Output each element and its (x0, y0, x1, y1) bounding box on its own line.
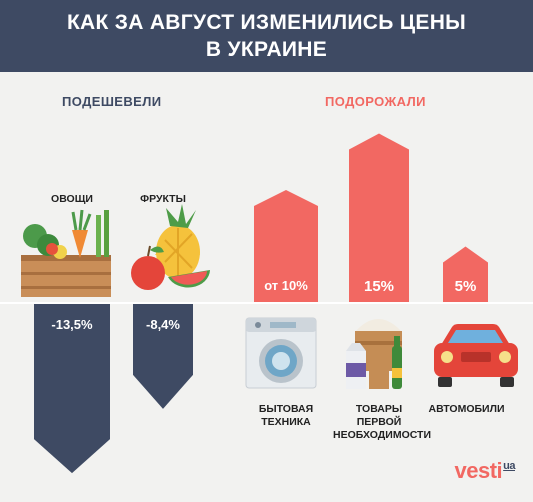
fruits-icon (131, 204, 210, 290)
value-label-2: от 10% (264, 278, 308, 293)
header-banner: КАК ЗА АВГУСТ ИЗМЕНИЛИСЬ ЦЕНЫ В УКРАИНЕ (0, 0, 533, 72)
bar-decrease-1 (133, 303, 193, 409)
value-label-1: -8,4% (146, 317, 180, 332)
section-label-increased: ПОДОРОЖАЛИ (325, 94, 426, 109)
bar-increase-2 (254, 190, 318, 303)
title-line-1: КАК ЗА АВГУСТ ИЗМЕНИЛИСЬ ЦЕНЫ (66, 11, 467, 34)
section-label-decreased: ПОДЕШЕВЕЛИ (62, 94, 162, 109)
category-label-3: ТОВАРЫ ПЕРВОЙ НЕОБХОДИМОСТИ (333, 403, 432, 441)
category-label-4: АВТОМОБИЛИ (428, 403, 505, 415)
zero-axis-line (0, 302, 533, 304)
category-label-0: ОВОЩИ (51, 193, 93, 205)
bar-increase-4 (443, 246, 488, 303)
title-line-2: В УКРАИНЕ (205, 38, 328, 61)
value-label-0: -13,5% (51, 317, 93, 332)
value-label-4: 5% (454, 278, 477, 295)
vegetable-crate-icon (21, 209, 111, 297)
brand-logo: vestiua (454, 458, 516, 483)
bars-group (34, 133, 488, 474)
car-icon (434, 324, 518, 387)
bar-increase-3 (349, 133, 409, 303)
value-label-3: 15% (363, 278, 395, 295)
groceries-icon (346, 319, 402, 389)
washing-machine-icon (245, 317, 317, 389)
bar-decrease-0 (34, 303, 110, 474)
category-label-1: ФРУКТЫ (140, 193, 186, 205)
category-label-2: БЫТОВАЯ ТЕХНИКА (258, 403, 314, 428)
